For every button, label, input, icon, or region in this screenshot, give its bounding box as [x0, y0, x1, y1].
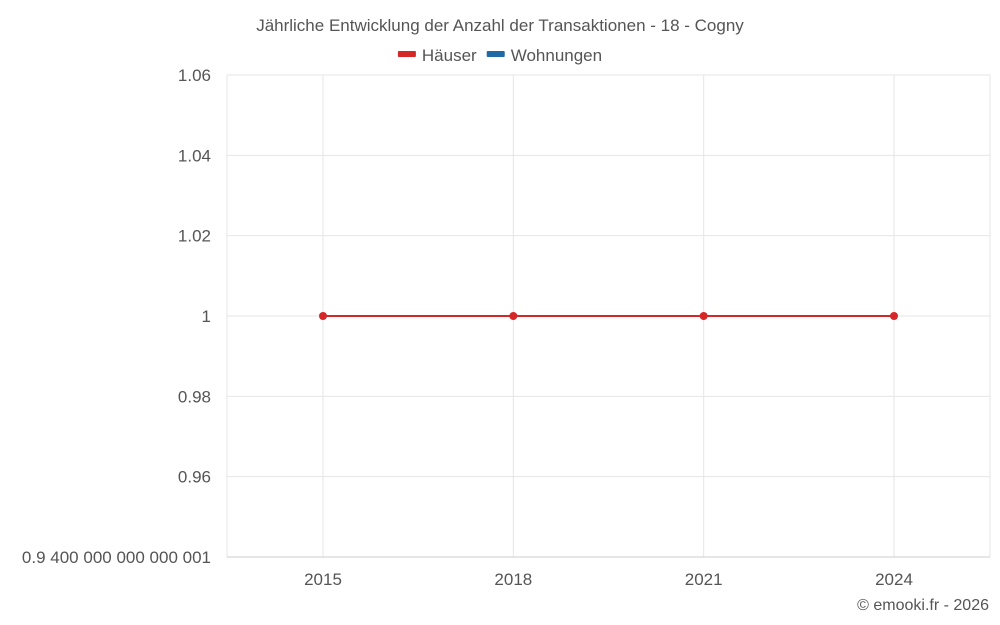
legend-label: Häuser — [422, 46, 477, 65]
x-tick-label: 2024 — [875, 570, 913, 589]
y-tick-label: 1 — [202, 307, 211, 326]
legend-swatch — [486, 51, 505, 57]
y-tick-label: 0.96 — [178, 468, 211, 487]
data-point[interactable] — [699, 312, 708, 320]
data-point[interactable] — [890, 312, 898, 320]
y-axis-ticks: 0.9 400 000 000 000 001 0.96 0.98 1 1.02 1.04… — [22, 66, 211, 567]
x-axis-ticks: 2015 2018 2021 2024 — [304, 570, 913, 589]
legend-label: Wohnungen — [511, 46, 602, 65]
x-tick-label: 2018 — [494, 570, 532, 589]
legend-swatch — [397, 51, 416, 57]
data-point[interactable] — [509, 312, 518, 320]
y-tick-label: 0.98 — [178, 387, 211, 406]
y-tick-label: 1.02 — [178, 227, 211, 246]
series-layer — [319, 312, 898, 320]
chart-title: Jährliche Entwicklung der Anzahl der Tra… — [256, 16, 744, 35]
x-tick-label: 2021 — [685, 570, 723, 589]
y-tick-label: 0.9 400 000 000 000 001 — [22, 548, 211, 567]
y-tick-label: 1.04 — [178, 146, 211, 165]
credit-label[interactable]: © emooki.fr - 2026 — [857, 597, 989, 614]
legend[interactable]: Häuser Wohnungen — [397, 46, 602, 65]
x-tick-label: 2015 — [304, 570, 342, 589]
data-point[interactable] — [319, 312, 327, 320]
y-tick-label: 1.06 — [178, 66, 211, 85]
